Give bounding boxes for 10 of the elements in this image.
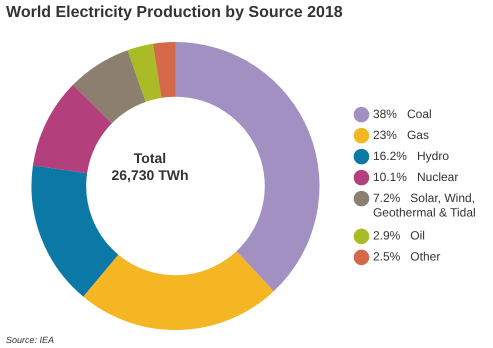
source-note: Source: IEA	[6, 335, 54, 345]
text: Total 26,730 TWh	[110, 150, 190, 184]
legend-label: 38% Coal	[372, 106, 432, 121]
legend-label: 2.5% Other	[372, 250, 440, 264]
legend-label: 10.1% Nuclear	[372, 170, 458, 184]
legend-label: 16.2% Hydro	[372, 148, 450, 163]
legend-label: 2.9% Oil	[372, 228, 425, 243]
chart-title: World Electricity Production by Source 2018	[6, 4, 343, 22]
legend-label: 23% Gas	[372, 128, 429, 142]
legend-label: 7.2% Solar, Wind, Geothermal & Tidal	[372, 190, 476, 220]
